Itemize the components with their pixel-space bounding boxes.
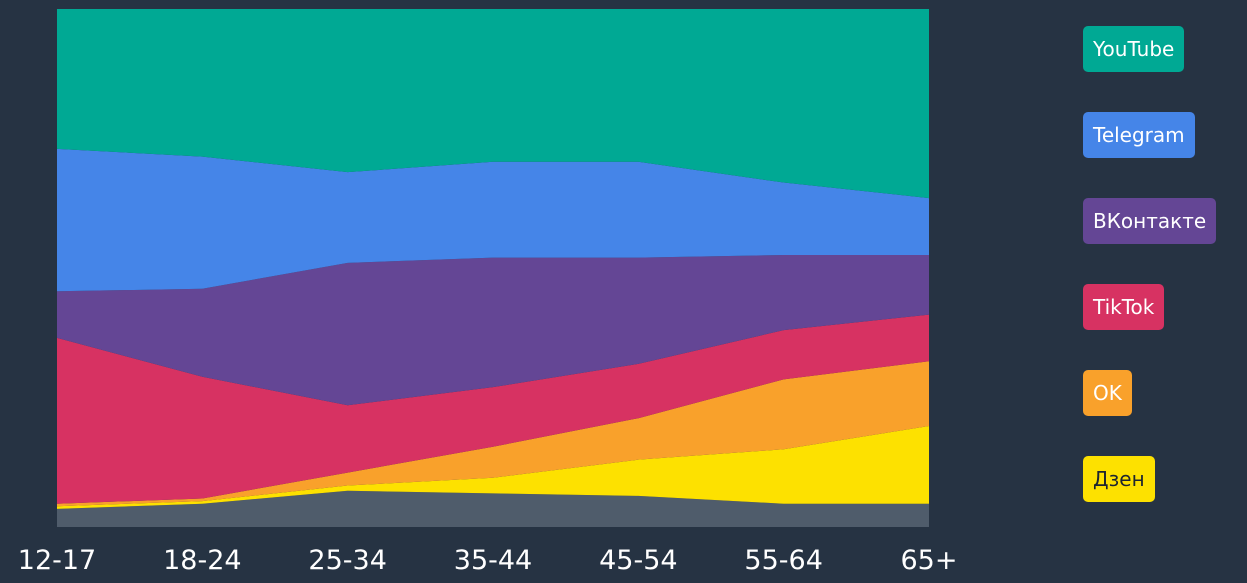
x-tick-label: 45-54 (599, 545, 677, 576)
area-series-0-other (57, 490, 929, 527)
x-tick-label: 55-64 (744, 545, 822, 576)
area-series-6-YouTube (57, 9, 929, 199)
area-series-1-Дзен (57, 425, 929, 509)
x-tick-label: 65+ (901, 545, 958, 576)
x-tick-label: 35-44 (454, 545, 532, 576)
area-series-4-ВКонтакте (57, 255, 929, 406)
area-series-3-TikTok (57, 314, 929, 504)
chart-areas (57, 9, 929, 527)
area-series-5-Telegram (57, 148, 929, 292)
x-tick-label: 12-17 (18, 545, 96, 576)
x-tick-label: 25-34 (308, 545, 386, 576)
x-axis-ticks: 12-17 18-24 25-34 35-44 45-54 55-64 65+ (18, 545, 958, 576)
x-tick-label: 18-24 (163, 545, 241, 576)
area-series-2-OK (57, 361, 929, 507)
